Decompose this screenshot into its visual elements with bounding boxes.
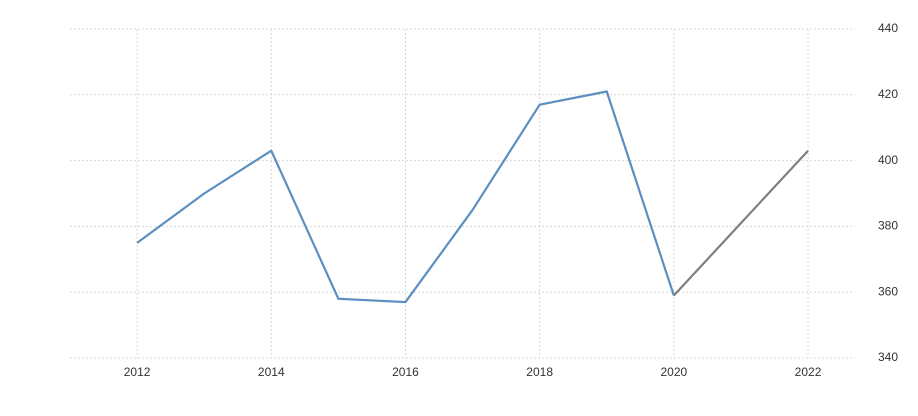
x-tick-label: 2012 [124,365,151,379]
x-tick-label: 2020 [660,365,687,379]
x-tick-label: 2018 [526,365,553,379]
y-tick-label: 420 [878,87,898,101]
y-tick-label: 340 [878,350,898,364]
y-tick-label: 400 [878,153,898,167]
line-series [673,149,809,297]
x-tick-label: 2016 [392,365,419,379]
x-tick-label: 2014 [258,365,285,379]
line-series [136,90,675,304]
x-tick-label: 2022 [795,365,822,379]
y-tick-label: 380 [878,219,898,233]
y-tick-label: 440 [878,21,898,35]
y-tick-label: 360 [878,284,898,298]
